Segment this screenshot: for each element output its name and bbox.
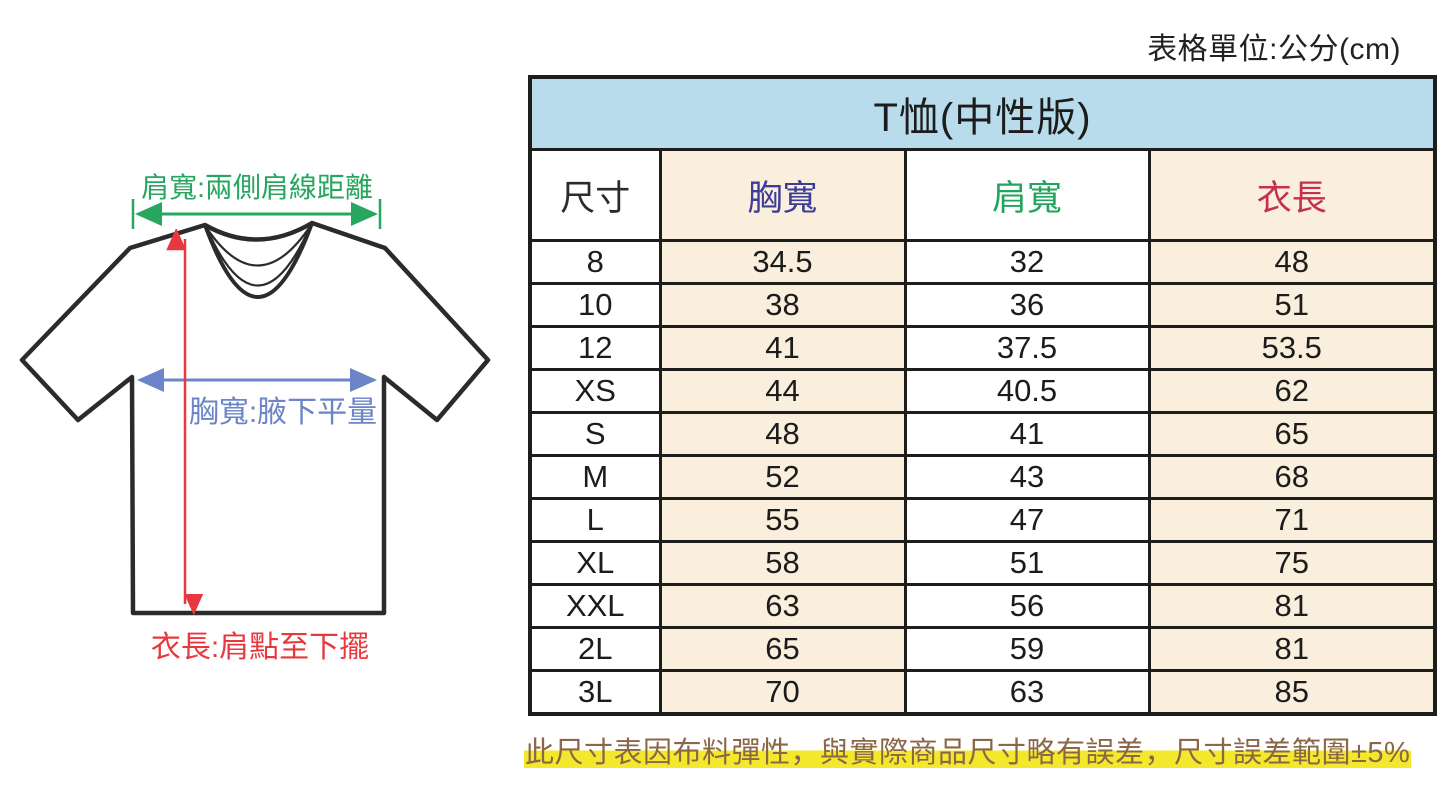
collar-seam-arc bbox=[205, 226, 312, 287]
size-table-container: T恤(中性版) 尺寸 胸寬 肩寬 衣長 8 34.5 32 48 10 38 3… bbox=[528, 75, 1438, 716]
table-row: M 52 43 68 bbox=[528, 454, 1437, 500]
cell-shoulder: 59 bbox=[903, 626, 1151, 672]
cell-length: 85 bbox=[1147, 669, 1437, 716]
cell-size: S bbox=[528, 411, 662, 457]
size-table: T恤(中性版) 尺寸 胸寬 肩寬 衣長 8 34.5 32 48 10 38 3… bbox=[528, 75, 1438, 716]
cell-length: 81 bbox=[1147, 583, 1437, 629]
cell-chest: 48 bbox=[658, 411, 907, 457]
cell-chest: 41 bbox=[658, 325, 907, 371]
cell-length: 75 bbox=[1147, 540, 1437, 586]
table-row: XXL 63 56 81 bbox=[528, 583, 1437, 629]
table-row: XL 58 51 75 bbox=[528, 540, 1437, 586]
cell-size: 12 bbox=[528, 325, 662, 371]
collar-band-arc bbox=[205, 224, 312, 267]
cell-length: 48 bbox=[1147, 239, 1437, 285]
header-length: 衣長 bbox=[1147, 148, 1437, 242]
cell-shoulder: 63 bbox=[903, 669, 1151, 716]
table-row: 3L 70 63 85 bbox=[528, 669, 1437, 716]
cell-length: 71 bbox=[1147, 497, 1437, 543]
shoulder-width-dimension: 肩寬:兩側肩線距離 bbox=[131, 172, 382, 229]
header-chest: 胸寬 bbox=[658, 148, 907, 242]
cell-chest: 34.5 bbox=[658, 239, 907, 285]
cell-length: 53.5 bbox=[1147, 325, 1437, 371]
collar-outer-arc bbox=[203, 222, 314, 299]
cell-chest: 55 bbox=[658, 497, 907, 543]
cell-chest: 70 bbox=[658, 669, 907, 716]
tolerance-footnote-text: 此尺寸表因布料彈性，與實際商品尺寸略有誤差，尺寸誤差範圍±5% bbox=[524, 737, 1412, 769]
table-row: 8 34.5 32 48 bbox=[528, 239, 1437, 285]
cell-size: XS bbox=[528, 368, 662, 414]
table-row: XS 44 40.5 62 bbox=[528, 368, 1437, 414]
cell-shoulder: 32 bbox=[903, 239, 1151, 285]
cell-shoulder: 37.5 bbox=[903, 325, 1151, 371]
cell-shoulder: 41 bbox=[903, 411, 1151, 457]
cell-shoulder: 36 bbox=[903, 282, 1151, 328]
cell-size: XL bbox=[528, 540, 662, 586]
header-size: 尺寸 bbox=[528, 148, 662, 242]
cell-size: M bbox=[528, 454, 662, 500]
cell-length: 68 bbox=[1147, 454, 1437, 500]
cell-size: 8 bbox=[528, 239, 662, 285]
cell-length: 62 bbox=[1147, 368, 1437, 414]
table-row: S 48 41 65 bbox=[528, 411, 1437, 457]
header-shoulder: 肩寬 bbox=[903, 148, 1151, 242]
cell-size: 3L bbox=[528, 669, 662, 716]
tolerance-footnote: 此尺寸表因布料彈性，與實際商品尺寸略有誤差，尺寸誤差範圍±5% bbox=[524, 729, 1445, 771]
cell-shoulder: 51 bbox=[903, 540, 1151, 586]
cell-chest: 52 bbox=[658, 454, 907, 500]
cell-chest: 58 bbox=[658, 540, 907, 586]
cell-size: 2L bbox=[528, 626, 662, 672]
table-row: L 55 47 71 bbox=[528, 497, 1437, 543]
cell-chest: 63 bbox=[658, 583, 907, 629]
cell-length: 81 bbox=[1147, 626, 1437, 672]
cell-shoulder: 56 bbox=[903, 583, 1151, 629]
cell-shoulder: 40.5 bbox=[903, 368, 1151, 414]
cell-chest: 65 bbox=[658, 626, 907, 672]
table-header-row: 尺寸 胸寬 肩寬 衣長 bbox=[528, 148, 1437, 242]
cell-shoulder: 47 bbox=[903, 497, 1151, 543]
shoulder-width-label: 肩寬:兩側肩線距離 bbox=[141, 172, 373, 203]
table-title-row: T恤(中性版) bbox=[528, 75, 1437, 151]
cell-chest: 44 bbox=[658, 368, 907, 414]
table-row: 2L 65 59 81 bbox=[528, 626, 1437, 672]
garment-length-label: 衣長:肩點至下擺 bbox=[151, 631, 369, 664]
cell-length: 51 bbox=[1147, 282, 1437, 328]
cell-size: 10 bbox=[528, 282, 662, 328]
garment-length-dimension: 衣長:肩點至下擺 bbox=[151, 239, 369, 664]
table-title: T恤(中性版) bbox=[528, 75, 1437, 151]
tshirt-measurement-diagram: 肩寬:兩側肩線距離 胸寬:腋下平量 衣長:肩點至下擺 bbox=[19, 172, 491, 664]
cell-length: 65 bbox=[1147, 411, 1437, 457]
cell-shoulder: 43 bbox=[903, 454, 1151, 500]
chest-width-label: 胸寬:腋下平量 bbox=[189, 396, 377, 429]
cell-size: L bbox=[528, 497, 662, 543]
table-row: 10 38 36 51 bbox=[528, 282, 1437, 328]
cell-size: XXL bbox=[528, 583, 662, 629]
table-unit-note: 表格單位:公分(cm) bbox=[1147, 33, 1401, 66]
table-row: 12 41 37.5 53.5 bbox=[528, 325, 1437, 371]
cell-chest: 38 bbox=[658, 282, 907, 328]
